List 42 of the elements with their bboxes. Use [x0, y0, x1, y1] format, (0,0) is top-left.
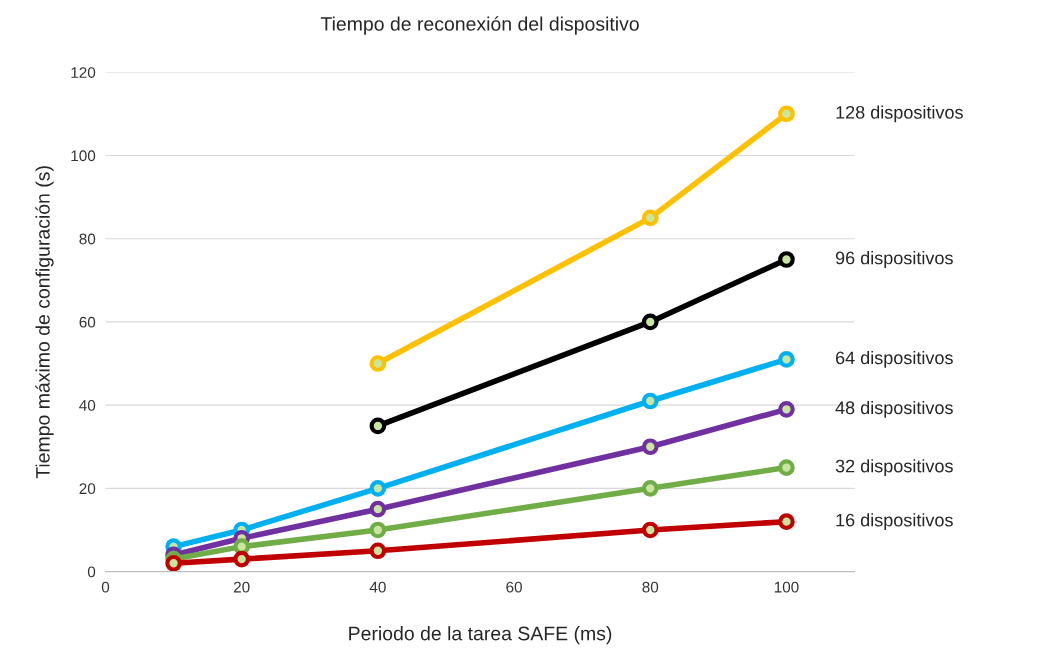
text: 32 dispositivos [835, 459, 953, 476]
x-tick-label: 80 [642, 581, 659, 593]
point [778, 459, 795, 476]
x-tick-label: 20 [233, 581, 250, 593]
point [641, 313, 659, 331]
point [369, 480, 387, 497]
point [641, 480, 659, 497]
y-tick-label: 100 [71, 150, 96, 162]
x-tick-label: 100 [774, 581, 799, 593]
x-tick-label: 40 [369, 581, 386, 593]
point [369, 355, 387, 372]
y-tick-label: 40 [79, 400, 96, 411]
text: 128 dispositivos [836, 105, 963, 123]
point [641, 392, 659, 410]
point [369, 500, 387, 518]
y-tick-label: 60 [79, 316, 96, 328]
point [641, 438, 659, 456]
point [778, 105, 795, 123]
text: 16 dispositivos [836, 513, 953, 531]
text: 48 dispositivos [835, 400, 953, 418]
y-tick-label: 0 [87, 566, 96, 578]
point [641, 521, 659, 539]
point [641, 209, 659, 227]
point [369, 417, 387, 435]
point [778, 400, 795, 418]
point [369, 521, 387, 539]
y-tick-label: 120 [71, 67, 96, 78]
point [233, 550, 251, 568]
point [369, 542, 387, 560]
point [778, 351, 795, 368]
point [778, 513, 795, 530]
text: 96 dispositivos [835, 251, 953, 268]
x-axis-title: Periodo de la tarea SAFE (ms) [349, 626, 612, 645]
x-tick-label: 0 [101, 581, 110, 593]
x-tick-label: 60 [506, 581, 522, 593]
y-tick-label: 80 [79, 233, 96, 245]
chart-title: Tiempo de reconexión del dispositivo [320, 16, 639, 35]
text: 64 dispositivos [835, 350, 953, 368]
point [165, 554, 182, 572]
y-axis-title: Tiempo máximo de configuración (s) [35, 166, 54, 479]
y-tick-label: 20 [79, 483, 96, 495]
point [778, 251, 795, 268]
